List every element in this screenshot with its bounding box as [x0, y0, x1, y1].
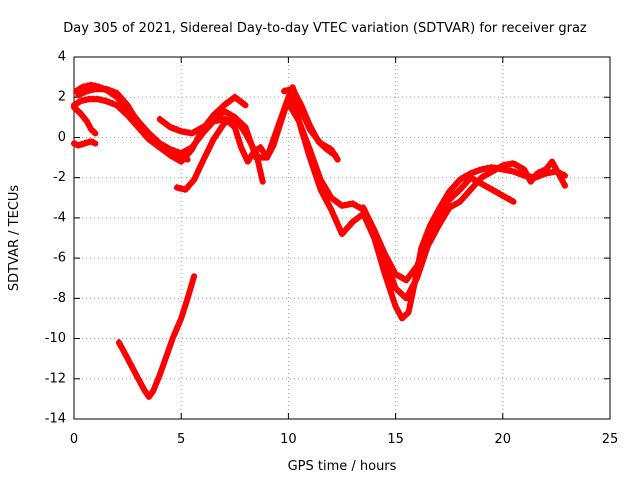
series-marker-track-c [72, 103, 97, 133]
grid-lines [74, 57, 610, 419]
y-axis-label: SDTVAR / TECUs [7, 185, 22, 292]
y-tick-label: -12 [45, 371, 66, 386]
series-trace-track-a [71, 138, 99, 149]
x-tick-label: 20 [495, 432, 512, 447]
chart-title: Day 305 of 2021, Sidereal Day-to-day VTE… [63, 21, 587, 36]
series-marker-track-l [282, 85, 338, 155]
plot-frame [73, 56, 611, 420]
y-tick-label: -4 [53, 210, 66, 225]
series-marker-track-f [117, 272, 196, 397]
y-tick-label: 2 [58, 90, 66, 105]
y-tick-label: -2 [53, 170, 66, 185]
x-tick-label: 25 [602, 432, 619, 447]
series-trace-track-c [71, 104, 99, 137]
y-tick-label: 0 [58, 130, 66, 145]
y-tick-label: -6 [53, 251, 66, 266]
series-marker-track-j [286, 99, 515, 280]
x-tick-label: 0 [70, 432, 78, 447]
series-marker-track-h [158, 115, 247, 133]
series-trace-track-l [281, 86, 339, 159]
x-tick-label: 15 [387, 432, 404, 447]
y-tick-label: -10 [45, 331, 66, 346]
series-marker-track-e [76, 85, 247, 162]
y-tick-label: -8 [53, 291, 66, 306]
x-tick-label: 10 [280, 432, 297, 447]
x-axis-label: GPS time / hours [288, 459, 397, 474]
series-marker-track-a [72, 138, 97, 145]
series-marker-track-k [361, 158, 567, 298]
axis-ticks: 420-2-4-6-8-10-12-140 5 10 15 20 25 [45, 50, 619, 448]
y-tick-label: 4 [58, 50, 66, 65]
x-tick-label: 5 [177, 432, 185, 447]
y-tick-label: -14 [45, 412, 66, 427]
data-series [71, 81, 568, 400]
